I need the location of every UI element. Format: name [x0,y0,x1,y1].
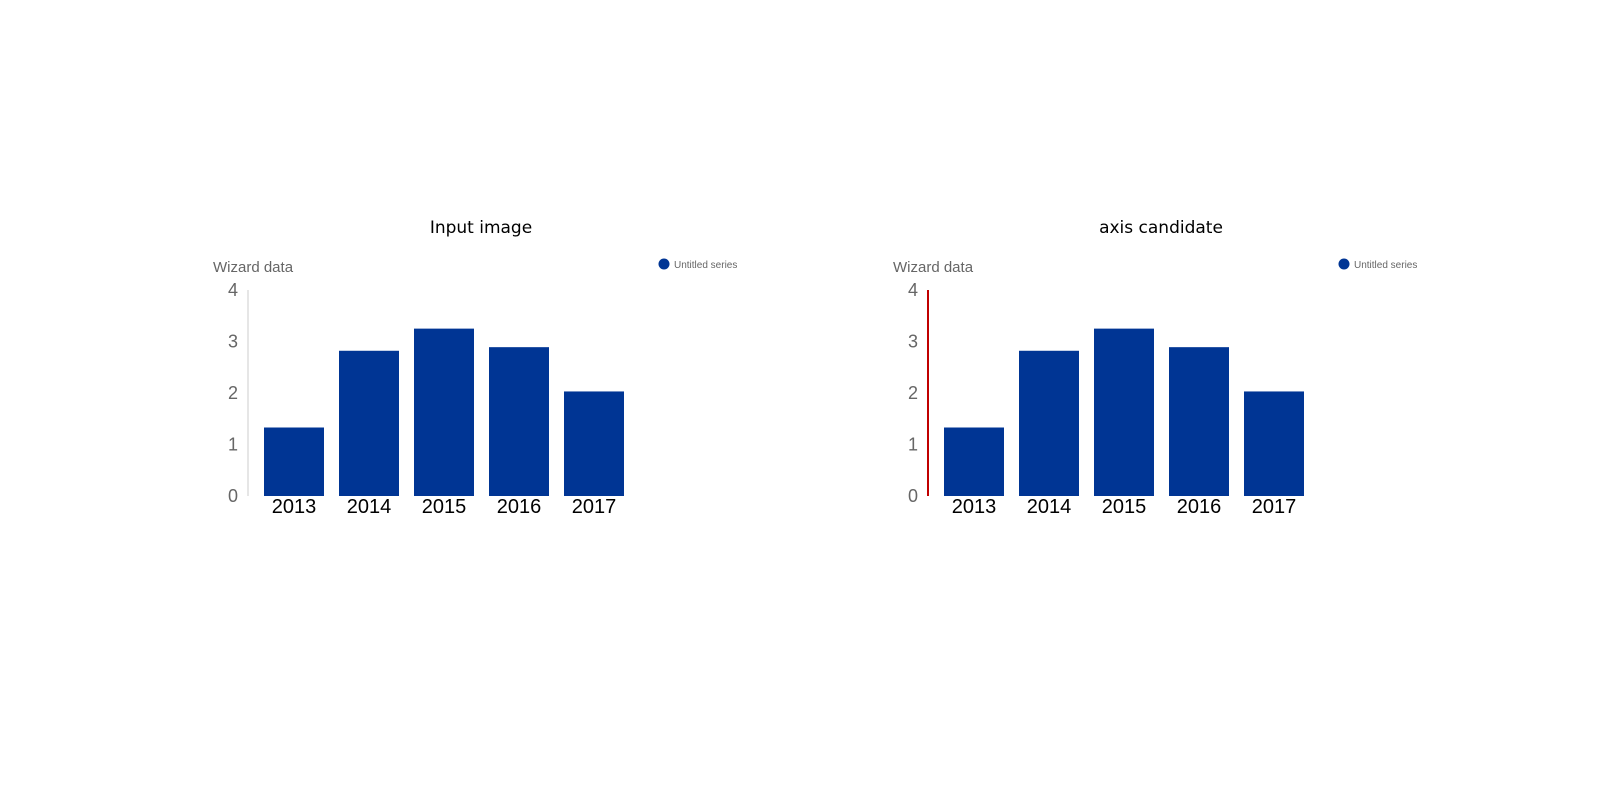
bar [1019,350,1079,496]
x-tick-label: 2013 [952,496,997,518]
y-tick-label: 1 [908,435,918,455]
bar [339,350,399,496]
y-tick-label: 4 [228,280,238,300]
x-tick-label: 2015 [1102,496,1147,518]
legend-label: Untitled series [674,260,737,271]
x-tick-label: 2016 [1177,496,1222,518]
x-tick-label: 2014 [347,496,392,518]
y-tick-label: 3 [908,332,918,352]
x-tick-label: 2015 [422,496,467,518]
bar [1169,347,1229,496]
bar [414,328,474,496]
legend-marker [1338,258,1350,270]
x-tick-label: 2017 [1252,496,1297,518]
y-tick-label: 0 [228,486,238,506]
legend-marker [658,258,670,270]
y-axis-title: Wizard data [213,259,294,276]
y-tick-label: 2 [908,383,918,403]
y-tick-label: 2 [228,383,238,403]
panel-input-image: Input image Wizard data 0 1 2 3 4 2013 2014 2015… [160,0,840,800]
panel-axis-candidate: axis candidate Wizard data 0 1 2 3 4 2013 2014 2… [840,0,1520,800]
bar [489,347,549,496]
x-tick-label: 2013 [272,496,317,518]
panel-title: Input image [429,218,533,238]
legend-label: Untitled series [1354,260,1417,271]
y-tick-label: 0 [908,486,918,506]
y-tick-label: 1 [228,435,238,455]
bar-chart: Wizard data 0 1 2 3 4 2013 2014 2015 2016 2017 Unti… [893,258,1417,518]
bar [1244,391,1304,496]
panel-title: axis candidate [1099,218,1223,238]
bar [564,391,624,496]
y-tick-label: 4 [908,280,918,300]
bar [1094,328,1154,496]
bar [944,427,1004,496]
x-tick-label: 2017 [572,496,617,518]
x-tick-label: 2016 [497,496,542,518]
x-tick-label: 2014 [1027,496,1072,518]
bar [264,427,324,496]
bar-chart: Wizard data 0 1 2 3 4 2013 2014 2015 2016 2017 Unti… [213,258,737,518]
y-axis-title: Wizard data [893,259,974,276]
y-tick-label: 3 [228,332,238,352]
